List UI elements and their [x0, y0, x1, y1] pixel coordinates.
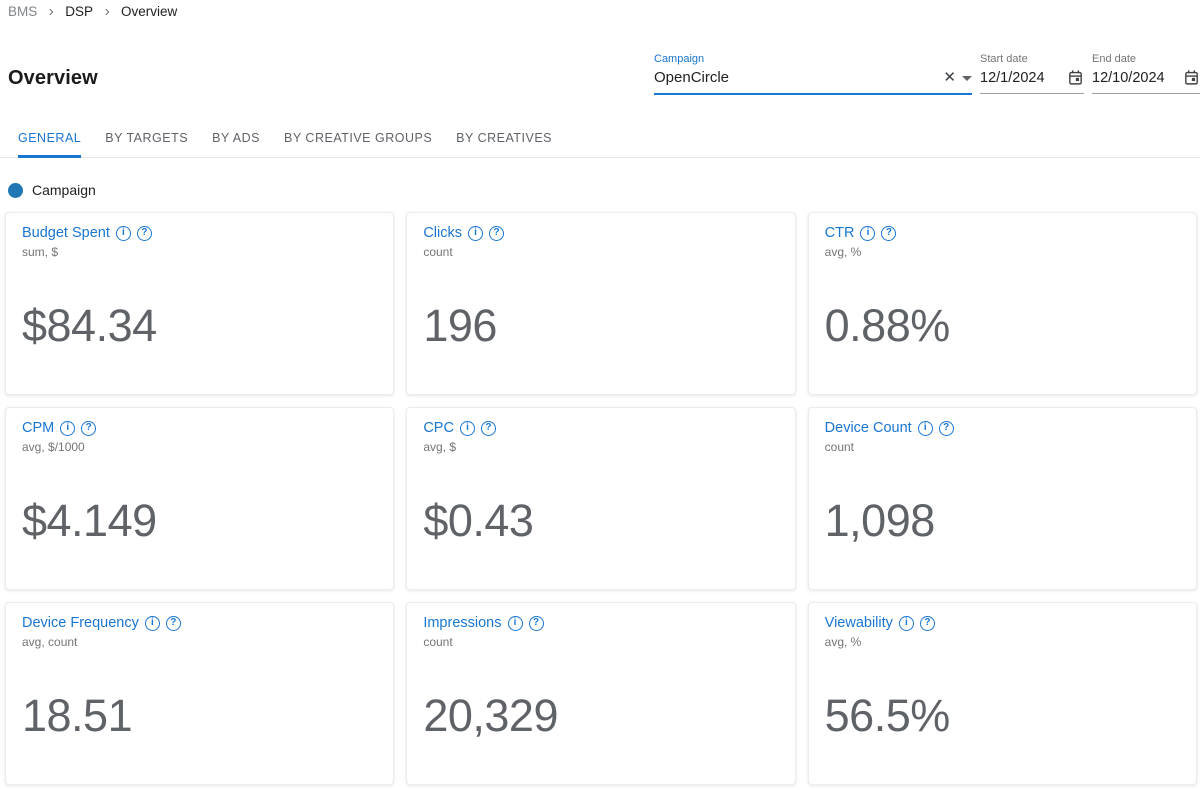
help-icon[interactable]: ? [881, 225, 897, 241]
tab-by-ads[interactable]: BY ADS [212, 131, 260, 145]
metric-value: 18.51 [22, 690, 133, 741]
tab-bar: GENERAL BY TARGETS BY ADS BY CREATIVE GROUP… [0, 122, 1200, 158]
metric-value: $84.34 [22, 300, 157, 351]
metric-title: Impressions [423, 615, 502, 631]
help-icon[interactable]: ? [489, 225, 504, 241]
metric-title: Clicks [423, 225, 462, 241]
start-date-value[interactable]: 12/1/2024 [980, 69, 1045, 86]
metric-title: CPC [423, 420, 454, 436]
metric-card-cpc: CPC i ? avg, $ $0.43 [406, 407, 796, 590]
tab-bar-divider [0, 157, 1200, 158]
metric-value: 56.5% [824, 690, 951, 741]
chevron-down-icon[interactable] [962, 76, 972, 81]
calendar-icon[interactable] [1067, 69, 1084, 86]
help-icon[interactable]: ? [938, 420, 954, 436]
breadcrumb: BMS DSP Overview [8, 4, 1200, 19]
page-title: Overview [8, 67, 98, 89]
metric-title: Device Count [824, 420, 912, 436]
help-icon[interactable]: ? [165, 615, 181, 631]
metric-value: 196 [423, 300, 497, 351]
metric-title: CTR [824, 225, 855, 241]
clear-icon[interactable]: ✕ [943, 69, 956, 86]
metric-unit: avg, $ [423, 440, 457, 454]
tab-general[interactable]: GENERAL [18, 122, 82, 158]
help-icon[interactable]: ? [528, 615, 544, 631]
help-icon[interactable]: ? [81, 420, 97, 436]
start-date-label: Start date [980, 53, 1028, 65]
metric-unit: avg, $/1000 [22, 440, 85, 454]
end-date-label: End date [1092, 53, 1137, 65]
info-icon[interactable]: i [115, 225, 131, 241]
info-icon[interactable]: i [917, 420, 933, 436]
calendar-icon[interactable] [1183, 69, 1200, 86]
help-icon[interactable]: ? [919, 615, 935, 631]
metric-card-budget-spent: Budget Spent i ? sum, $ $84.34 [5, 212, 395, 395]
start-date-field[interactable]: Start date 12/1/2024 [980, 53, 1084, 95]
metric-value: 1,098 [824, 495, 936, 546]
metric-card-device-count: Device Count i ? count 1,098 [807, 407, 1197, 590]
metric-unit: sum, $ [22, 245, 59, 259]
metric-title: CPM [22, 420, 55, 436]
metric-card-cpm: CPM i ? avg, $/1000 $4.149 [5, 407, 395, 590]
metric-value: $0.43 [423, 495, 534, 546]
metric-unit: count [824, 440, 855, 454]
metric-title: Budget Spent [22, 225, 110, 241]
help-icon[interactable]: ? [136, 225, 152, 241]
campaign-value[interactable]: OpenCircle [654, 69, 730, 86]
breadcrumb-item-dsp[interactable]: DSP [65, 4, 94, 19]
info-icon[interactable]: i [60, 420, 76, 436]
metric-card-clicks: Clicks i ? count 196 [406, 212, 796, 395]
metric-title: Viewability [824, 615, 893, 631]
chevron-right-icon [102, 7, 112, 17]
page-header: Overview Campaign OpenCircle ✕ Start dat… [8, 53, 1200, 95]
metric-card-device-frequency: Device Frequency i ? avg, count 18.51 [5, 602, 395, 785]
chevron-right-icon [46, 7, 56, 17]
campaign-select-field[interactable]: Campaign OpenCircle ✕ [654, 53, 972, 95]
metric-unit: count [423, 245, 453, 259]
metric-unit: avg, count [22, 635, 78, 649]
breadcrumb-item-overview: Overview [121, 4, 178, 19]
end-date-value[interactable]: 12/10/2024 [1092, 69, 1165, 86]
help-icon[interactable]: ? [480, 420, 496, 436]
metric-cards-grid: Budget Spent i ? sum, $ $84.34 Clicks i … [5, 212, 1197, 785]
campaign-label: Campaign [654, 53, 705, 65]
metric-value: 0.88% [824, 300, 951, 351]
end-date-field[interactable]: End date 12/10/2024 [1092, 53, 1200, 95]
metric-card-ctr: CTR i ? avg, % 0.88% [807, 212, 1197, 395]
info-icon[interactable]: i [459, 420, 475, 436]
tab-by-creative-groups[interactable]: BY CREATIVE GROUPS [284, 131, 433, 145]
filter-bar: Campaign OpenCircle ✕ Start date 12/1/20… [654, 53, 1200, 95]
metric-card-viewability: Viewability i ? avg, % 56.5% [807, 602, 1197, 785]
breadcrumb-item-bms[interactable]: BMS [8, 4, 38, 19]
legend-dot-campaign [8, 182, 23, 198]
metric-value: 20,329 [423, 690, 558, 741]
metric-unit: count [423, 635, 453, 649]
metric-value: $4.149 [22, 495, 157, 546]
chart-legend: Campaign [8, 182, 1200, 198]
info-icon[interactable]: i [144, 615, 160, 631]
info-icon[interactable]: i [468, 225, 483, 241]
legend-label-campaign: Campaign [32, 182, 96, 198]
info-icon[interactable]: i [898, 615, 914, 631]
info-icon[interactable]: i [860, 225, 876, 241]
metric-title: Device Frequency [22, 615, 139, 631]
tab-by-targets[interactable]: BY TARGETS [105, 131, 189, 145]
tab-by-creatives[interactable]: BY CREATIVES [456, 131, 552, 145]
info-icon[interactable]: i [507, 615, 523, 631]
metric-card-impressions: Impressions i ? count 20,329 [406, 602, 796, 785]
metric-unit: avg, % [824, 635, 862, 649]
metric-unit: avg, % [824, 245, 862, 259]
